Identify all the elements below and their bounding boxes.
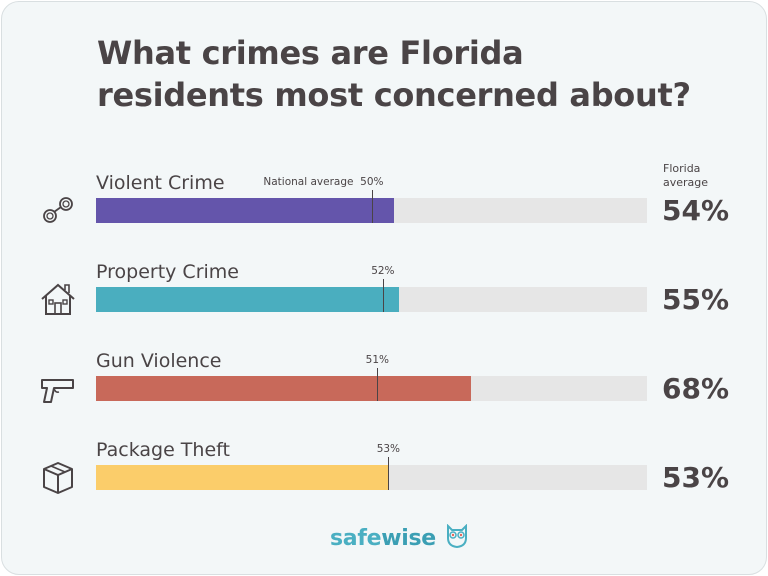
- national-average-text: 51%: [366, 354, 389, 366]
- title-line-2: residents most concerned about?: [97, 76, 691, 114]
- florida-bar: [96, 376, 471, 401]
- bar-row: Package Theft 53% 53%: [2, 439, 766, 519]
- national-average-text: 53%: [377, 443, 400, 455]
- florida-bar: [96, 465, 389, 490]
- national-value-label: 50%: [360, 176, 384, 188]
- florida-average-header: Florida average: [663, 162, 708, 190]
- category-label: Package Theft: [96, 439, 230, 461]
- national-average-marker: [377, 368, 378, 401]
- gun-icon: [41, 379, 74, 403]
- title-line-1: What crimes are Florida: [97, 34, 524, 72]
- national-average-label: National average: [263, 176, 354, 188]
- owl-icon: [447, 523, 468, 549]
- logo-text-safe: safe: [330, 526, 382, 551]
- national-value-label: 51%: [365, 354, 390, 366]
- safewise-logo: safewise: [330, 523, 468, 551]
- florida-value-label: 54%: [662, 194, 730, 227]
- package-icon: [43, 462, 73, 494]
- florida-header-line2: average: [663, 176, 709, 189]
- florida-header-line1: Florida: [663, 162, 701, 175]
- chart-title: What crimes are Florida residents most c…: [97, 32, 691, 116]
- florida-bar: [96, 287, 400, 312]
- category-label: Property Crime: [96, 261, 239, 283]
- national-average-marker: [382, 279, 384, 312]
- bar-track: [96, 376, 647, 401]
- house-icon: [41, 283, 75, 315]
- category-label: Violent Crime: [96, 172, 225, 194]
- bar-track: [96, 287, 647, 312]
- florida-value-label: 55%: [662, 283, 730, 316]
- bar-row: Property Crime 52% 55%: [2, 261, 766, 341]
- bar-row: Violent Crime National average 50% 54%: [2, 172, 766, 252]
- national-average-marker: [388, 457, 390, 490]
- national-value-label: 52%: [371, 265, 395, 277]
- handcuffs-icon: [43, 197, 73, 223]
- category-label: Gun Violence: [96, 350, 222, 372]
- logo-text-wise: wise: [381, 526, 436, 551]
- florida-value-label: 68%: [662, 372, 730, 405]
- florida-bar: [96, 198, 394, 223]
- national-average-text: National average 50%: [263, 176, 383, 188]
- bar-track: [96, 465, 647, 490]
- bar-row: Gun Violence 51% 68%: [2, 350, 766, 430]
- national-average-marker: [371, 190, 373, 223]
- florida-value-label: 53%: [662, 461, 730, 494]
- national-value-label: 53%: [376, 443, 401, 455]
- national-average-text: 52%: [371, 265, 394, 277]
